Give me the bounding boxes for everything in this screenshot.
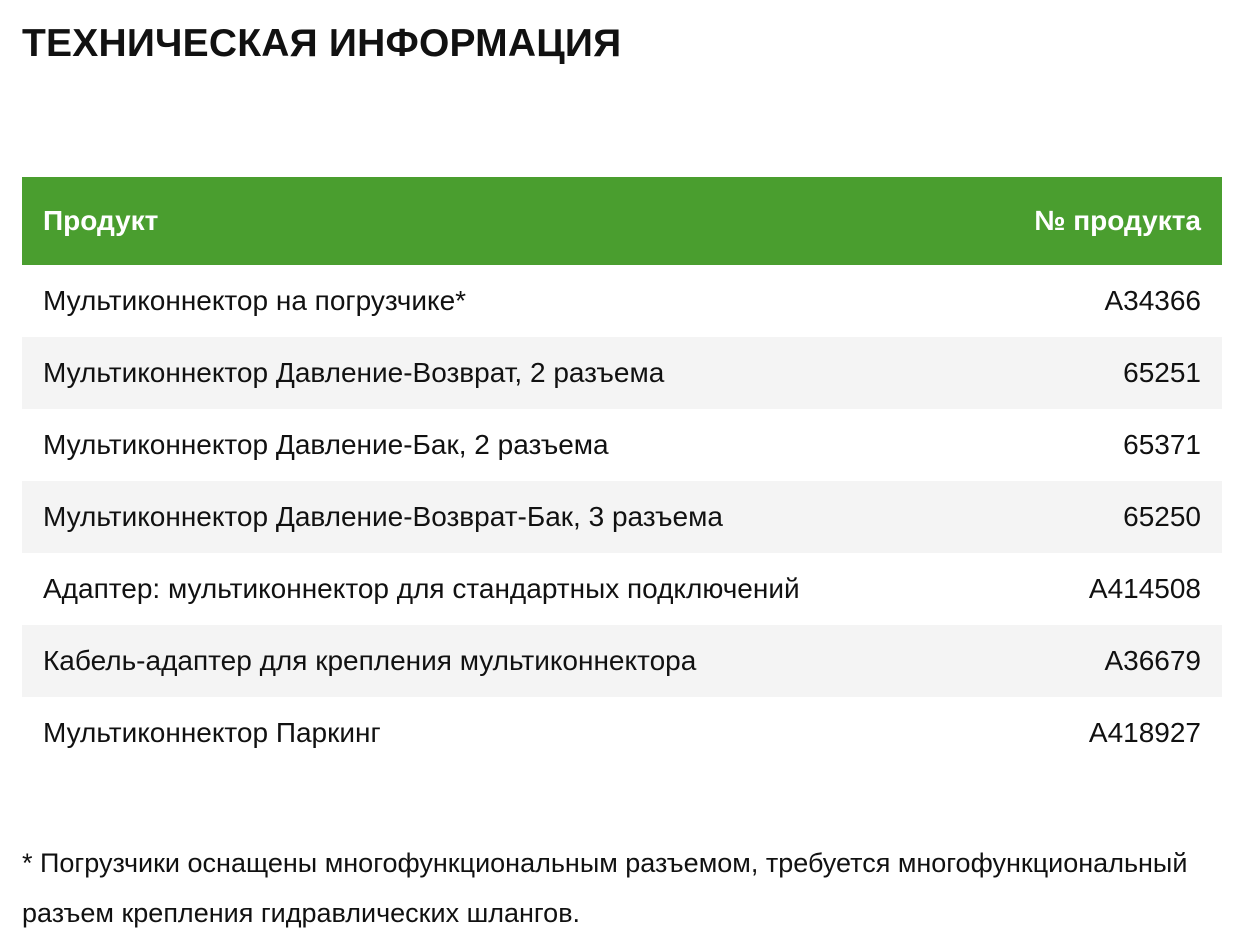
product-name: Мультиконнектор Паркинг <box>43 717 381 748</box>
product-number: A414508 <box>1088 573 1201 604</box>
column-header-product: Продукт <box>22 177 974 265</box>
product-number: A34366 <box>1104 285 1201 316</box>
product-number: A36679 <box>973 625 1222 697</box>
footnote: * Погрузчики оснащены многофункциональны… <box>22 848 1188 928</box>
table-row: Мультиконнектор Давление-Возврат, 2 разъ… <box>22 337 1222 409</box>
table-row: Мультиконнектор на погрузчике* A34366 <box>22 265 1222 337</box>
product-name: Кабель-адаптер для крепления мультиконне… <box>22 625 974 697</box>
product-number: 65251 <box>973 337 1222 409</box>
column-header-number: № продукта <box>973 177 1222 265</box>
product-table: Продукт № продукта Мультиконнектор на по… <box>22 177 1222 769</box>
table-row: Мультиконнектор Давление-Возврат-Бак, 3 … <box>22 481 1222 553</box>
product-name: Мультиконнектор на погрузчике* <box>43 285 467 316</box>
table-header-row: Продукт № продукта <box>22 177 1222 265</box>
table-row: Адаптер: мультиконнектор для стандартных… <box>22 553 1222 625</box>
table-row: Мультиконнектор Давление-Бак, 2 разъема 6… <box>22 409 1222 481</box>
product-name: Адаптер: мультиконнектор для стандартных… <box>43 573 800 604</box>
product-name: Мультиконнектор Давление-Возврат-Бак, 3 … <box>22 481 974 553</box>
table-body: Мультиконнектор на погрузчике* A34366 Муль… <box>22 265 1222 769</box>
page-title: ТЕХНИЧЕСКАЯ ИНФОРМАЦИЯ <box>22 22 622 65</box>
table-row: Кабель-адаптер для крепления мультиконне… <box>22 625 1222 697</box>
product-number: A418927 <box>1088 717 1201 748</box>
product-name: Мультиконнектор Давление-Возврат, 2 разъ… <box>22 337 974 409</box>
product-name: Мультиконнектор Давление-Бак, 2 разъема <box>43 429 609 460</box>
product-number: 65371 <box>1123 429 1201 460</box>
table-row: Мультиконнектор Паркинг A418927 <box>22 697 1222 769</box>
product-number: 65250 <box>973 481 1222 553</box>
